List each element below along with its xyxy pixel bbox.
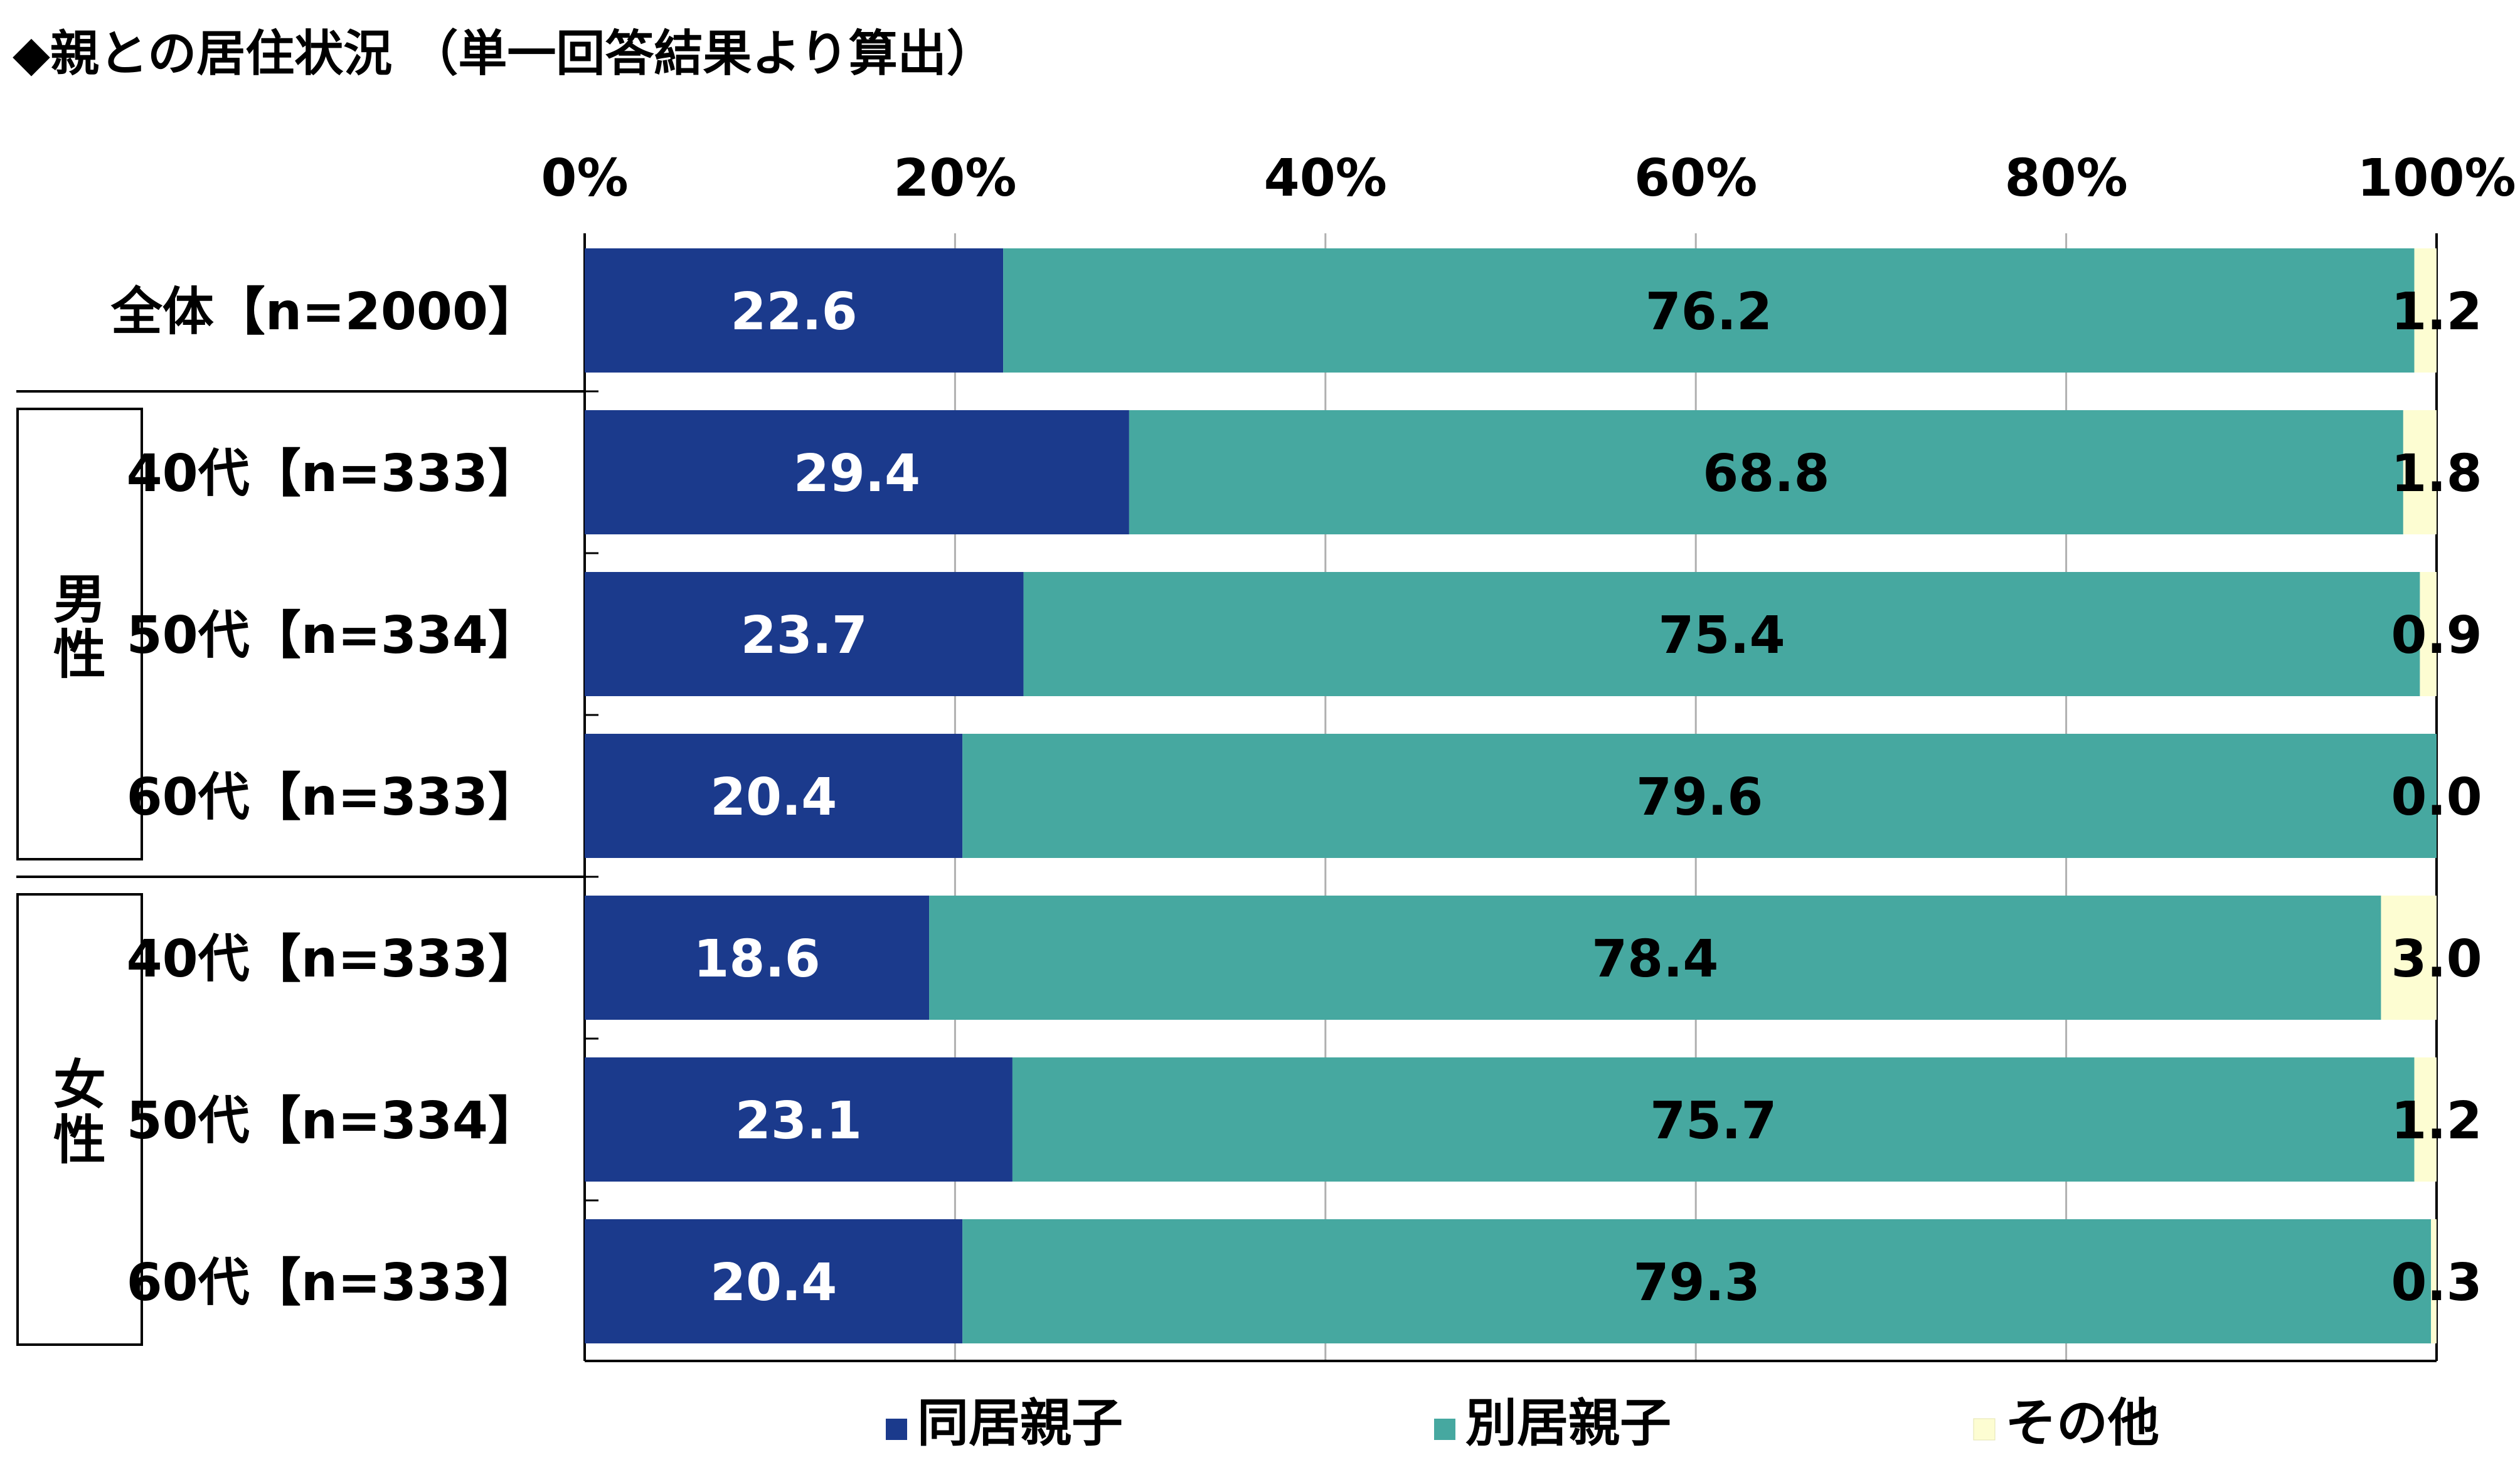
data-label: 3.0	[2391, 929, 2482, 989]
data-label: 1.2	[2391, 282, 2482, 342]
data-label: 23.7	[741, 606, 868, 665]
bar-segment	[585, 1219, 963, 1343]
data-label: 22.6	[730, 282, 857, 342]
category-label: 50代【n=334】	[127, 606, 540, 665]
x-tick-label: 100%	[2357, 149, 2516, 208]
bar-segment	[1129, 410, 2403, 534]
data-label: 18.6	[693, 929, 820, 989]
category-label: 50代【n=334】	[127, 1091, 540, 1151]
legend-swatch	[886, 1419, 907, 1440]
data-label: 79.6	[1636, 768, 1763, 827]
bar-segment	[2431, 1219, 2437, 1343]
x-tick-label: 20%	[893, 149, 1016, 208]
bar-segment	[585, 410, 1129, 534]
bar-segment	[2414, 248, 2437, 373]
plot-area: 0% 20% 40% 60% 80% 100% 22.6 76.2 1.2 全体【n=2000】 2…	[16, 149, 2516, 1362]
bar-segment	[2381, 896, 2437, 1020]
data-label: 0.3	[2391, 1253, 2482, 1313]
category-label: 60代【n=333】	[127, 768, 540, 827]
bar-segment	[585, 1057, 1013, 1182]
bar-segment	[1023, 572, 2420, 696]
bar-segment	[1012, 1057, 2415, 1182]
x-tick-label: 80%	[2004, 149, 2127, 208]
bar-segment	[585, 734, 963, 858]
legend-label: 同居親子	[917, 1394, 1123, 1453]
x-tick-label: 0%	[541, 149, 628, 208]
legend-label: その他	[2005, 1394, 2159, 1453]
bar-segment	[962, 734, 2437, 858]
bar-segment	[585, 248, 1004, 373]
data-label: 20.4	[710, 768, 837, 827]
bar-segment	[585, 896, 930, 1020]
data-label: 76.2	[1645, 282, 1772, 342]
data-label: 79.3	[1634, 1253, 1760, 1313]
bar-segment	[585, 572, 1024, 696]
category-label: 40代【n=333】	[127, 444, 540, 504]
x-tick-label: 60%	[1634, 149, 1757, 208]
x-tick-label: 40%	[1264, 149, 1387, 208]
data-label: 0.9	[2391, 606, 2482, 665]
group-label: 女性	[53, 1054, 106, 1171]
group-box	[16, 408, 143, 860]
data-label: 23.1	[735, 1091, 862, 1151]
data-label: 0.0	[2391, 768, 2482, 827]
group-label: 男性	[53, 569, 106, 685]
group-box	[16, 893, 143, 1346]
data-label: 68.8	[1703, 444, 1829, 504]
bar-segment	[2420, 572, 2437, 696]
data-label: 1.2	[2391, 1091, 2482, 1151]
data-label: 75.4	[1658, 606, 1785, 665]
legend-label: 別居親子	[1465, 1394, 1671, 1453]
category-label: 60代【n=333】	[127, 1253, 540, 1313]
data-label: 20.4	[710, 1253, 837, 1313]
chart-title: ◆親との居住状況 （単一回答結果より算出）	[13, 26, 996, 82]
bar-segment	[929, 896, 2381, 1020]
data-label: 78.4	[1592, 929, 1718, 989]
data-label: 75.7	[1650, 1091, 1777, 1151]
category-label: 40代【n=333】	[127, 929, 540, 989]
legend: 同居親子 別居親子 その他	[886, 1394, 2159, 1453]
data-label: 1.8	[2391, 444, 2482, 504]
legend-swatch	[1434, 1419, 1455, 1440]
category-label: 全体【n=2000】	[110, 282, 540, 342]
bar-segment	[2403, 410, 2437, 534]
bar-segment	[1003, 248, 2415, 373]
legend-swatch	[1973, 1418, 1996, 1441]
bar-segment	[2414, 1057, 2437, 1182]
data-label: 29.4	[794, 444, 920, 504]
bar-segment	[962, 1219, 2432, 1343]
